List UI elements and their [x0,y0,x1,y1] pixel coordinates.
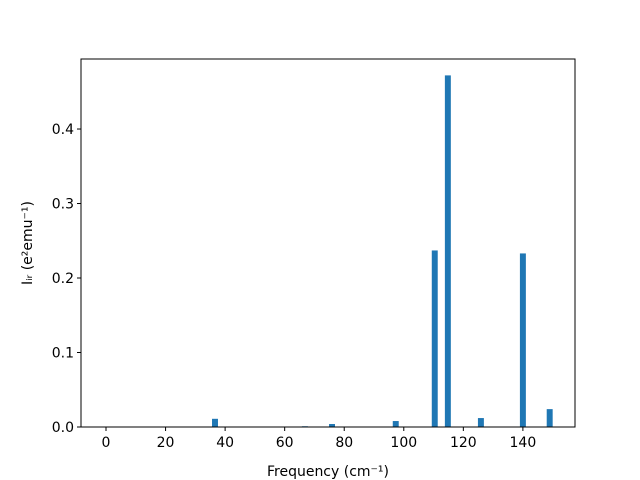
bar [329,424,335,427]
bar [431,250,438,427]
y-tick-label: 0.3 [52,197,74,213]
plot-area [81,59,575,427]
x-tick-label: 60 [276,435,294,451]
x-tick-label: 40 [216,435,234,451]
y-axis-label: Iᵢᵣ (e²emu⁻¹) [20,201,36,285]
bar [477,418,484,427]
y-tick-label: 0.4 [52,122,74,138]
x-tick-label: 20 [157,435,175,451]
x-tick-label: 100 [390,435,417,451]
y-tick-label: 0.1 [52,346,74,362]
bar [212,418,218,427]
bar [444,75,451,427]
bar [519,253,526,427]
y-tick-label: 0.0 [52,420,74,436]
x-tick-label: 120 [450,435,477,451]
x-tick-label: 0 [102,435,111,451]
y-tick-label: 0.2 [52,271,74,287]
x-axis-label: Frequency (cm⁻¹) [267,464,389,480]
x-tick-label: 140 [510,435,537,451]
bar [392,421,399,427]
axes-frame [80,58,576,428]
bar [546,409,553,427]
x-tick-label: 80 [335,435,353,451]
